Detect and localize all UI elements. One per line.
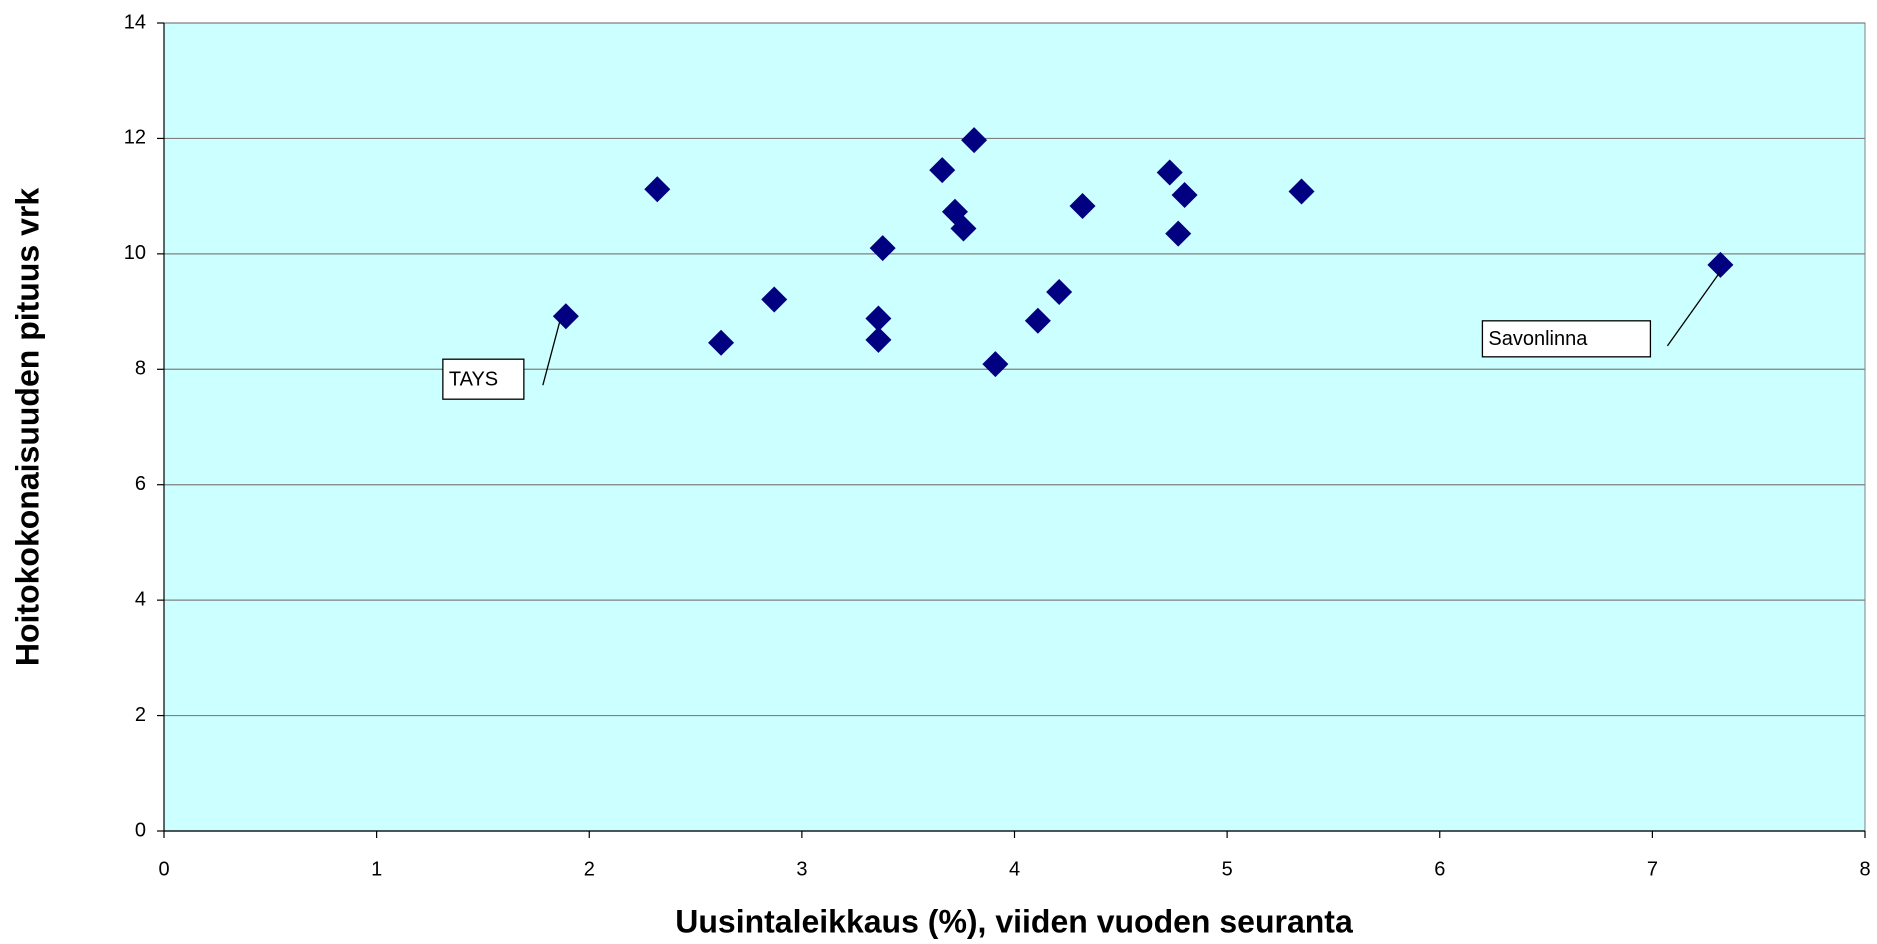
- x-tick-label: 6: [1434, 858, 1445, 880]
- point: [950, 215, 977, 242]
- point: [1024, 307, 1051, 334]
- point: [761, 286, 788, 313]
- y-tick-label: 2: [135, 704, 146, 726]
- point: [961, 127, 988, 154]
- point: [1288, 178, 1315, 205]
- x-tick-label: 8: [1859, 858, 1870, 880]
- y-tick-label: 6: [135, 473, 146, 495]
- point: [1707, 251, 1734, 278]
- y-tick-label: 12: [124, 127, 146, 149]
- x-tick-label: 0: [158, 858, 169, 880]
- point: [644, 176, 671, 203]
- annotation-label: TAYS: [449, 368, 498, 390]
- annotation-leader: [1666, 272, 1720, 347]
- x-tick-label: 4: [1009, 858, 1020, 880]
- annotation-leader: [542, 321, 561, 386]
- point: [1046, 278, 1073, 305]
- point: [865, 305, 892, 332]
- point: [869, 235, 896, 262]
- point: [1171, 181, 1198, 208]
- y-axis-title: Hoitokokonaisuuden pituus vrk: [9, 188, 45, 666]
- annotation-box: [1481, 320, 1652, 358]
- y-tick-label: 14: [124, 11, 146, 33]
- x-tick-label: 2: [584, 858, 595, 880]
- y-tick-label: 4: [135, 588, 146, 610]
- annotation-box: [442, 358, 525, 400]
- point: [982, 351, 1009, 378]
- y-tick-label: 10: [124, 242, 146, 264]
- y-tick-label: 0: [135, 819, 146, 841]
- point: [1069, 192, 1096, 219]
- x-tick-label: 3: [796, 858, 807, 880]
- point: [929, 157, 956, 184]
- annotation-label: Savonlinna: [1488, 328, 1588, 350]
- x-tick-label: 1: [371, 858, 382, 880]
- plot-area: [163, 22, 1866, 832]
- point: [865, 326, 892, 353]
- x-axis-title: Uusintaleikkaus (%), viiden vuoden seura…: [675, 903, 1353, 939]
- y-tick-label: 8: [135, 358, 146, 380]
- point: [708, 329, 735, 356]
- x-tick-label: 7: [1647, 858, 1658, 880]
- point: [1156, 159, 1183, 186]
- x-tick-label: 5: [1222, 858, 1233, 880]
- point: [1165, 220, 1192, 247]
